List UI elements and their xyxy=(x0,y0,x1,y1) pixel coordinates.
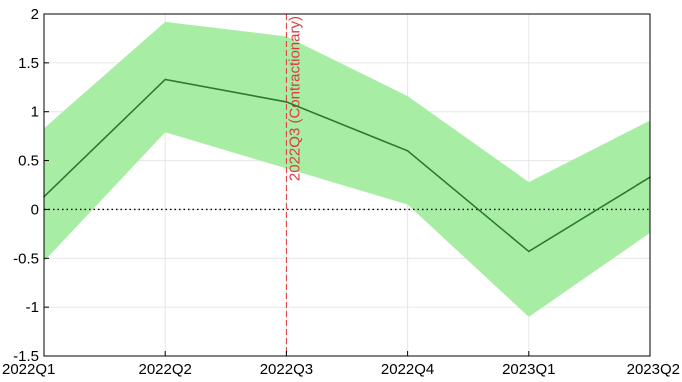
y-tick-label: 2 xyxy=(31,6,39,23)
x-tick-label: 2023Q1 xyxy=(502,361,555,378)
y-tick-label: 0 xyxy=(31,201,39,218)
x-tick-label: 2022Q4 xyxy=(381,361,434,378)
y-tick-label: 1.5 xyxy=(18,55,39,72)
x-tick-label: 2022Q3 xyxy=(260,361,313,378)
y-tick-label: -0.5 xyxy=(13,250,39,267)
series-point xyxy=(285,101,288,103)
series-point xyxy=(528,250,530,253)
series-point xyxy=(164,78,166,81)
y-tick-label: -1.5 xyxy=(13,348,39,365)
x-tick-label: 2022Q2 xyxy=(139,361,192,378)
series-point xyxy=(406,150,409,152)
y-tick-label: 0.5 xyxy=(18,153,39,170)
annotation-label: 2022Q3 (Contractionary) xyxy=(286,16,303,181)
y-tick-label: 1 xyxy=(31,104,39,121)
x-tick-label: 2022Q1 xyxy=(2,361,55,378)
plot-frame xyxy=(43,13,651,357)
y-tick-label: -1 xyxy=(26,299,39,316)
x-tick-label: 2023Q2 xyxy=(627,361,680,378)
confidence-band xyxy=(44,21,650,317)
series-line xyxy=(43,78,651,253)
